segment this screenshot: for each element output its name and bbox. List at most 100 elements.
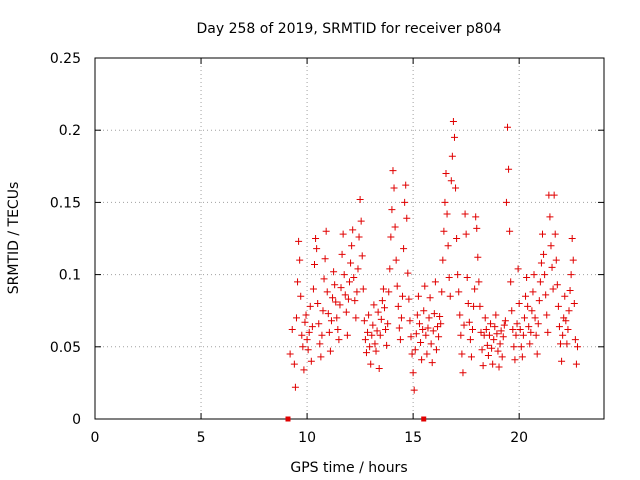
- data-point: [350, 273, 358, 281]
- data-point: [308, 323, 316, 331]
- gap-markers: [285, 416, 427, 422]
- data-point: [299, 343, 307, 351]
- data-point: [460, 321, 468, 329]
- data-point: [531, 314, 539, 322]
- data-point: [391, 223, 399, 231]
- data-point: [454, 271, 462, 279]
- data-point: [314, 299, 322, 307]
- x-tick-label: 0: [91, 430, 100, 446]
- gap-marker: [421, 416, 427, 422]
- data-point: [419, 325, 427, 333]
- data-point: [559, 331, 567, 339]
- data-point: [332, 298, 340, 306]
- data-point: [417, 338, 425, 346]
- data-point: [295, 237, 303, 245]
- data-point: [301, 318, 309, 326]
- data-point: [569, 256, 577, 264]
- data-point: [436, 312, 444, 320]
- data-point: [372, 347, 380, 355]
- data-point: [385, 288, 393, 296]
- data-point: [527, 328, 535, 336]
- data-point: [497, 327, 505, 335]
- data-point: [288, 325, 296, 333]
- data-point: [547, 242, 555, 250]
- data-point: [434, 323, 442, 331]
- data-point: [440, 227, 448, 235]
- data-point: [449, 118, 457, 126]
- x-axis-label: GPS time / hours: [290, 460, 407, 476]
- data-point: [362, 349, 370, 357]
- data-point: [520, 314, 528, 322]
- data-point: [348, 242, 356, 250]
- data-point: [413, 311, 421, 319]
- data-point: [494, 347, 502, 355]
- data-point: [561, 292, 569, 300]
- data-point: [342, 308, 350, 316]
- data-point: [303, 336, 311, 344]
- data-point: [386, 265, 394, 273]
- data-point: [367, 360, 375, 368]
- data-point: [452, 184, 460, 192]
- data-point: [535, 297, 543, 305]
- data-point: [412, 330, 420, 338]
- data-point: [525, 323, 533, 331]
- data-point: [418, 356, 426, 364]
- data-point: [519, 331, 527, 339]
- y-tick-label: 0.2: [59, 123, 81, 139]
- data-point: [431, 278, 439, 286]
- data-point: [424, 324, 432, 332]
- data-point: [313, 245, 321, 253]
- data-point: [387, 233, 395, 241]
- data-point: [318, 331, 326, 339]
- data-point: [507, 278, 515, 286]
- data-point: [435, 333, 443, 341]
- data-point: [309, 285, 317, 293]
- y-tick-label: 0.25: [50, 51, 81, 67]
- data-point: [476, 302, 484, 310]
- data-point: [339, 230, 347, 238]
- data-point: [377, 315, 385, 323]
- y-tick-label: 0.15: [50, 195, 81, 211]
- data-point: [512, 331, 520, 339]
- data-point: [477, 328, 485, 336]
- data-point: [442, 170, 450, 178]
- data-point: [554, 302, 562, 310]
- data-point: [505, 165, 513, 173]
- data-point: [361, 336, 369, 344]
- data-point: [565, 307, 573, 315]
- data-point: [564, 325, 572, 333]
- data-point: [338, 250, 346, 258]
- data-point: [462, 230, 470, 238]
- data-point: [428, 359, 436, 367]
- data-point: [573, 343, 581, 351]
- data-point: [396, 336, 404, 344]
- data-point: [423, 350, 431, 358]
- data-point: [317, 353, 325, 361]
- data-point: [432, 346, 440, 354]
- data-point: [405, 295, 413, 303]
- data-point: [453, 235, 461, 242]
- data-point: [335, 336, 343, 344]
- data-point: [502, 198, 510, 206]
- data-point: [543, 311, 551, 319]
- data-point: [334, 325, 342, 333]
- data-point: [488, 344, 496, 352]
- data-point: [528, 307, 536, 315]
- y-tick-label: 0.1: [59, 268, 81, 284]
- data-point: [355, 233, 363, 241]
- data-point: [548, 263, 556, 271]
- data-point: [347, 259, 355, 267]
- data-point: [426, 294, 434, 302]
- data-point: [567, 271, 575, 279]
- data-point: [553, 281, 561, 289]
- data-point: [509, 325, 517, 333]
- data-point: [485, 331, 493, 339]
- data-point: [400, 245, 408, 253]
- data-point: [390, 184, 398, 192]
- data-point: [538, 230, 546, 238]
- data-point: [439, 256, 447, 264]
- data-point: [444, 242, 452, 250]
- data-point: [306, 302, 314, 310]
- data-point: [359, 285, 367, 293]
- data-point: [445, 273, 453, 281]
